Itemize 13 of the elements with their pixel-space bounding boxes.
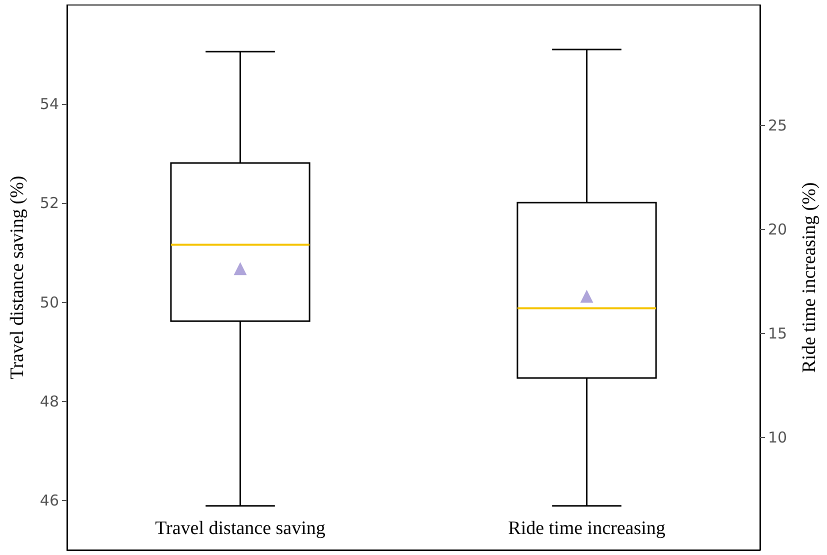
x-tick-label: Ride time increasing — [508, 518, 666, 539]
y2-axis-title: Ride time increasing (%) — [799, 182, 820, 373]
y2-tick-label: 20 — [768, 220, 788, 239]
y-tick-label: 48 — [40, 392, 59, 410]
y2-tick-label: 15 — [768, 324, 788, 343]
y-tick-label: 52 — [40, 194, 59, 212]
y2-tick-label: 25 — [768, 116, 788, 135]
y-axis-title: Travel distance saving (%) — [7, 176, 28, 380]
y-tick-label: 46 — [40, 491, 59, 510]
y-tick-label: 54 — [40, 95, 59, 114]
x-tick-label: Travel distance saving — [155, 518, 326, 539]
y2-tick-label: 10 — [768, 428, 788, 447]
y-tick-label: 50 — [40, 293, 59, 312]
